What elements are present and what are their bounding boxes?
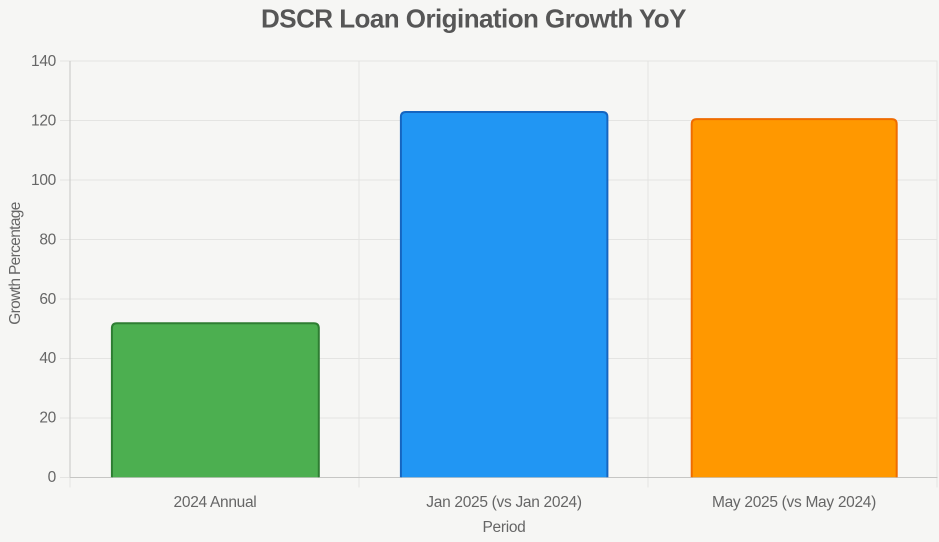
svg-text:DSCR Loan Origination Growth Y: DSCR Loan Origination Growth YoY (261, 4, 686, 34)
svg-text:Growth Percentage: Growth Percentage (7, 202, 24, 325)
svg-text:May 2025 (vs May 2024): May 2025 (vs May 2024) (712, 494, 876, 511)
svg-text:140: 140 (31, 53, 57, 70)
svg-text:Jan 2025 (vs Jan 2024): Jan 2025 (vs Jan 2024) (426, 494, 582, 511)
svg-text:100: 100 (31, 172, 57, 189)
svg-text:Period: Period (482, 519, 525, 536)
svg-text:40: 40 (39, 350, 56, 367)
svg-text:120: 120 (31, 112, 57, 129)
svg-text:20: 20 (39, 410, 56, 427)
svg-text:60: 60 (39, 291, 56, 308)
svg-text:2024 Annual: 2024 Annual (174, 494, 257, 511)
svg-text:0: 0 (48, 469, 57, 486)
svg-text:80: 80 (39, 231, 56, 248)
